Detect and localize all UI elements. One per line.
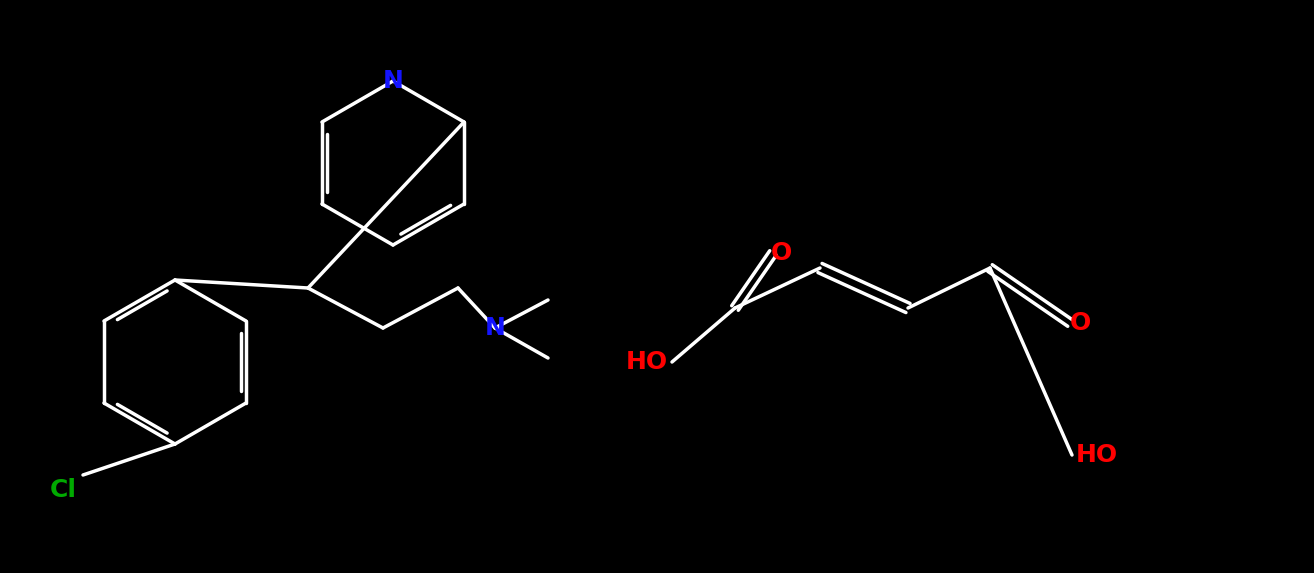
Text: O: O bbox=[770, 241, 791, 265]
Text: O: O bbox=[1070, 311, 1091, 335]
Text: HO: HO bbox=[1076, 443, 1118, 467]
Text: N: N bbox=[382, 69, 403, 93]
Text: N: N bbox=[485, 316, 506, 340]
Text: HO: HO bbox=[625, 350, 668, 374]
Text: Cl: Cl bbox=[50, 478, 76, 502]
